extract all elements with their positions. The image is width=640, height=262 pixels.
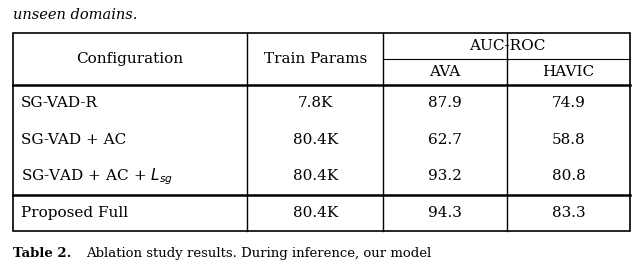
Text: Table 2.: Table 2.	[13, 247, 71, 260]
Text: Proposed Full: Proposed Full	[21, 206, 128, 220]
Text: 80.4K: 80.4K	[292, 133, 338, 147]
Text: Ablation study results. During inference, our model: Ablation study results. During inference…	[86, 247, 431, 260]
Text: 80.4K: 80.4K	[292, 206, 338, 220]
Text: SG-VAD + AC + $L_{sg}$: SG-VAD + AC + $L_{sg}$	[21, 166, 173, 187]
Text: Train Params: Train Params	[264, 52, 367, 66]
Text: 80.8: 80.8	[552, 170, 586, 183]
Text: SG-VAD-R: SG-VAD-R	[21, 96, 98, 110]
Text: SG-VAD + AC: SG-VAD + AC	[21, 133, 126, 147]
Text: AVA: AVA	[429, 65, 461, 79]
Text: 62.7: 62.7	[428, 133, 462, 147]
Text: Configuration: Configuration	[77, 52, 184, 66]
Text: 80.4K: 80.4K	[292, 170, 338, 183]
Text: HAVIC: HAVIC	[543, 65, 595, 79]
Text: 58.8: 58.8	[552, 133, 586, 147]
Text: 93.2: 93.2	[428, 170, 462, 183]
Text: 83.3: 83.3	[552, 206, 586, 220]
Text: unseen domains.: unseen domains.	[13, 8, 137, 22]
Text: 74.9: 74.9	[552, 96, 586, 110]
Text: AUC-ROC: AUC-ROC	[468, 39, 545, 53]
Text: 7.8K: 7.8K	[298, 96, 333, 110]
Text: 87.9: 87.9	[428, 96, 462, 110]
Text: 94.3: 94.3	[428, 206, 462, 220]
